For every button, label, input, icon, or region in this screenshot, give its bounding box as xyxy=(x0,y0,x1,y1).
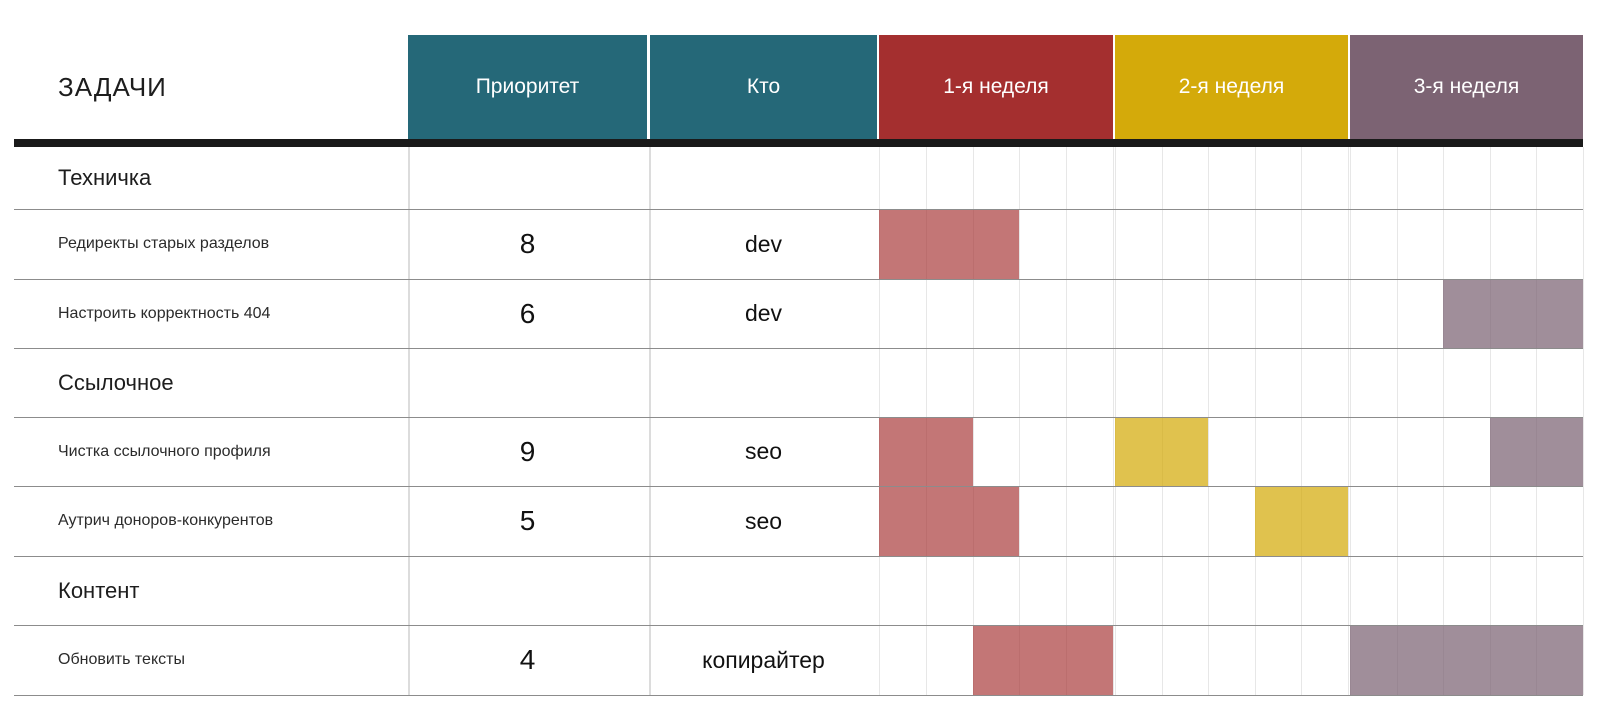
day-gridline xyxy=(973,147,974,695)
row-divider xyxy=(14,417,1583,418)
gantt-bar-week1 xyxy=(973,626,1113,695)
row-divider xyxy=(14,209,1583,210)
gantt-bar-week2 xyxy=(1255,487,1348,556)
row-divider xyxy=(14,279,1583,280)
task-row-label: Настроить корректность 404 xyxy=(58,304,271,322)
task-priority-value: 5 xyxy=(519,505,536,536)
column-separator xyxy=(408,147,410,695)
tasks-column-header: ЗАДАЧИ xyxy=(58,71,167,102)
section-row-label: Техничка xyxy=(58,165,152,190)
week-header-3: 3-я неделя xyxy=(1350,35,1583,139)
row-divider xyxy=(14,486,1583,487)
task-row-label: Чистка ссылочного профиля xyxy=(58,442,271,460)
day-gridline xyxy=(1397,147,1398,695)
task-priority-value: 4 xyxy=(519,644,536,675)
day-gridline xyxy=(1019,147,1020,695)
task-assignee-value: seo xyxy=(744,438,783,464)
task-priority-value: 6 xyxy=(519,297,536,329)
task-assignee-value: seo xyxy=(744,507,783,534)
row-divider xyxy=(14,625,1583,626)
gantt-bar-week1 xyxy=(879,418,973,486)
section-row-label: Ссылочное xyxy=(58,369,174,395)
day-gridline xyxy=(1301,147,1302,695)
header-divider xyxy=(14,139,1583,147)
row-divider xyxy=(14,556,1583,557)
task-priority-value: 8 xyxy=(519,228,536,259)
day-gridline xyxy=(1113,147,1114,695)
day-gridline xyxy=(1583,147,1584,695)
week-header-1: 1-я неделя xyxy=(879,35,1113,139)
task-assignee-value: копирайтер xyxy=(702,646,825,673)
task-row-label: Редиректы старых разделов xyxy=(58,235,270,252)
task-row-label: Обновить тексты xyxy=(58,651,185,668)
day-gridline xyxy=(1350,147,1351,695)
gantt-bar-week3 xyxy=(1490,418,1583,486)
gantt-bar-week3 xyxy=(1443,280,1583,348)
day-gridline xyxy=(1348,147,1349,695)
column-header-priority: Приоритет xyxy=(408,35,647,139)
task-assignee-value: dev xyxy=(744,230,783,257)
gantt-bar-week2 xyxy=(1115,418,1208,486)
gantt-bar-week1 xyxy=(879,210,1019,279)
task-assignee-value: dev xyxy=(744,300,783,326)
column-header-who: Кто xyxy=(650,35,877,139)
row-divider xyxy=(14,695,1583,696)
day-gridline xyxy=(1443,147,1444,695)
task-row-label: Аутрич доноров-конкурентов xyxy=(58,512,274,529)
gantt-bar-week1 xyxy=(879,487,1019,556)
day-gridline xyxy=(1255,147,1256,695)
task-priority-value: 9 xyxy=(519,435,536,467)
section-row-label: Контент xyxy=(58,577,140,603)
week-header-2: 2-я неделя xyxy=(1115,35,1348,139)
day-gridline xyxy=(1208,147,1209,695)
day-gridline xyxy=(1066,147,1067,695)
gantt-bar-week3 xyxy=(1350,626,1583,695)
column-separator xyxy=(649,147,651,695)
row-divider xyxy=(14,348,1583,349)
